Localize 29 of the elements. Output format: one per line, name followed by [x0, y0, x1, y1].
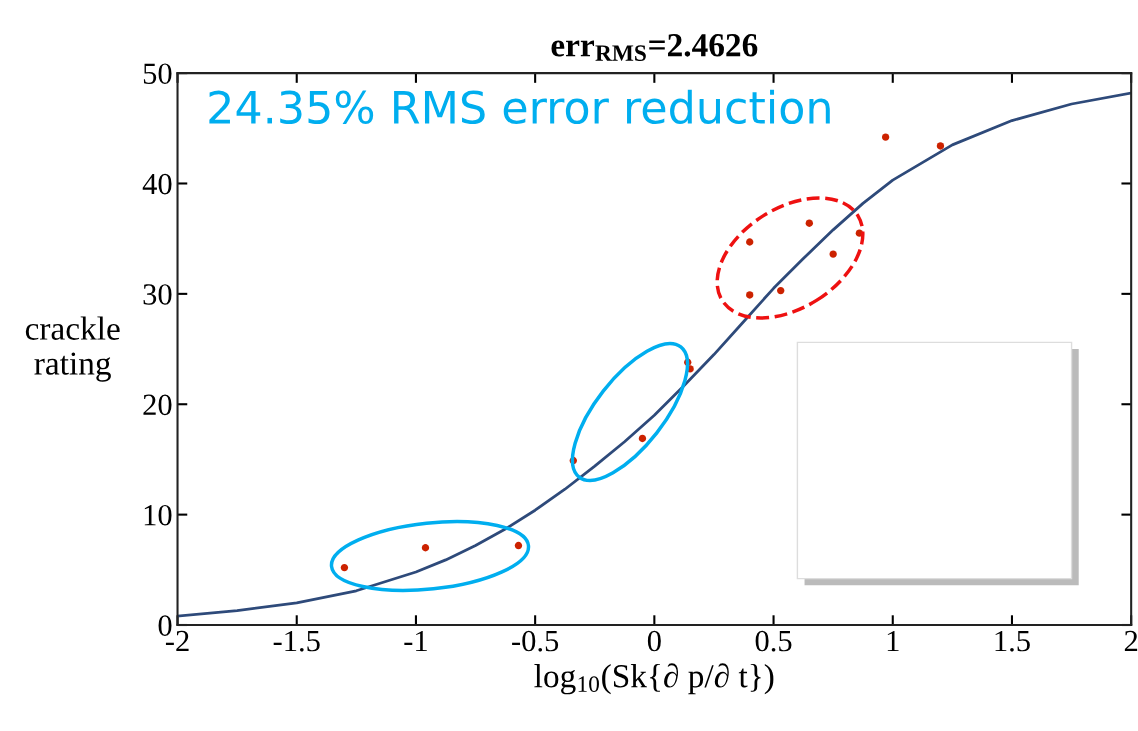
x-tick-label: -1.5 — [273, 630, 320, 652]
point — [514, 541, 523, 550]
point — [829, 250, 837, 258]
y-tick-label: 10 — [144, 504, 172, 526]
y-tick-label: 30 — [143, 284, 172, 305]
point — [638, 434, 647, 443]
y-tick-label: 20 — [143, 394, 172, 416]
point — [936, 142, 945, 150]
point — [340, 563, 349, 572]
x-tick-label: -1 — [404, 630, 427, 652]
line-series — [177, 91, 1132, 618]
point — [777, 286, 785, 295]
point — [421, 544, 430, 552]
point — [746, 238, 754, 246]
point — [805, 219, 813, 227]
y-axis-title: crackle rating — [25, 316, 120, 382]
annotation: 24.35% RMS error reduction — [209, 89, 830, 125]
x-tick-label: 0.5 — [755, 630, 792, 652]
x-tick-label: 1.5 — [995, 630, 1030, 652]
y-tick-label: 50 — [143, 63, 172, 84]
x-tick-label: 1 — [887, 630, 899, 652]
x-tick-label: -0.5 — [512, 630, 559, 652]
x-tick-label: 2 — [1124, 630, 1138, 652]
x-axis-title: log$_{10}$(Sk{∂ p/∂ t}) — [534, 663, 774, 695]
x-tick-label: 0 — [647, 630, 661, 652]
point — [746, 291, 754, 299]
point — [881, 133, 890, 141]
chart-title: err$_{RMS}$=2.4626 — [551, 34, 758, 61]
y-tick-label: 40 — [142, 173, 172, 195]
